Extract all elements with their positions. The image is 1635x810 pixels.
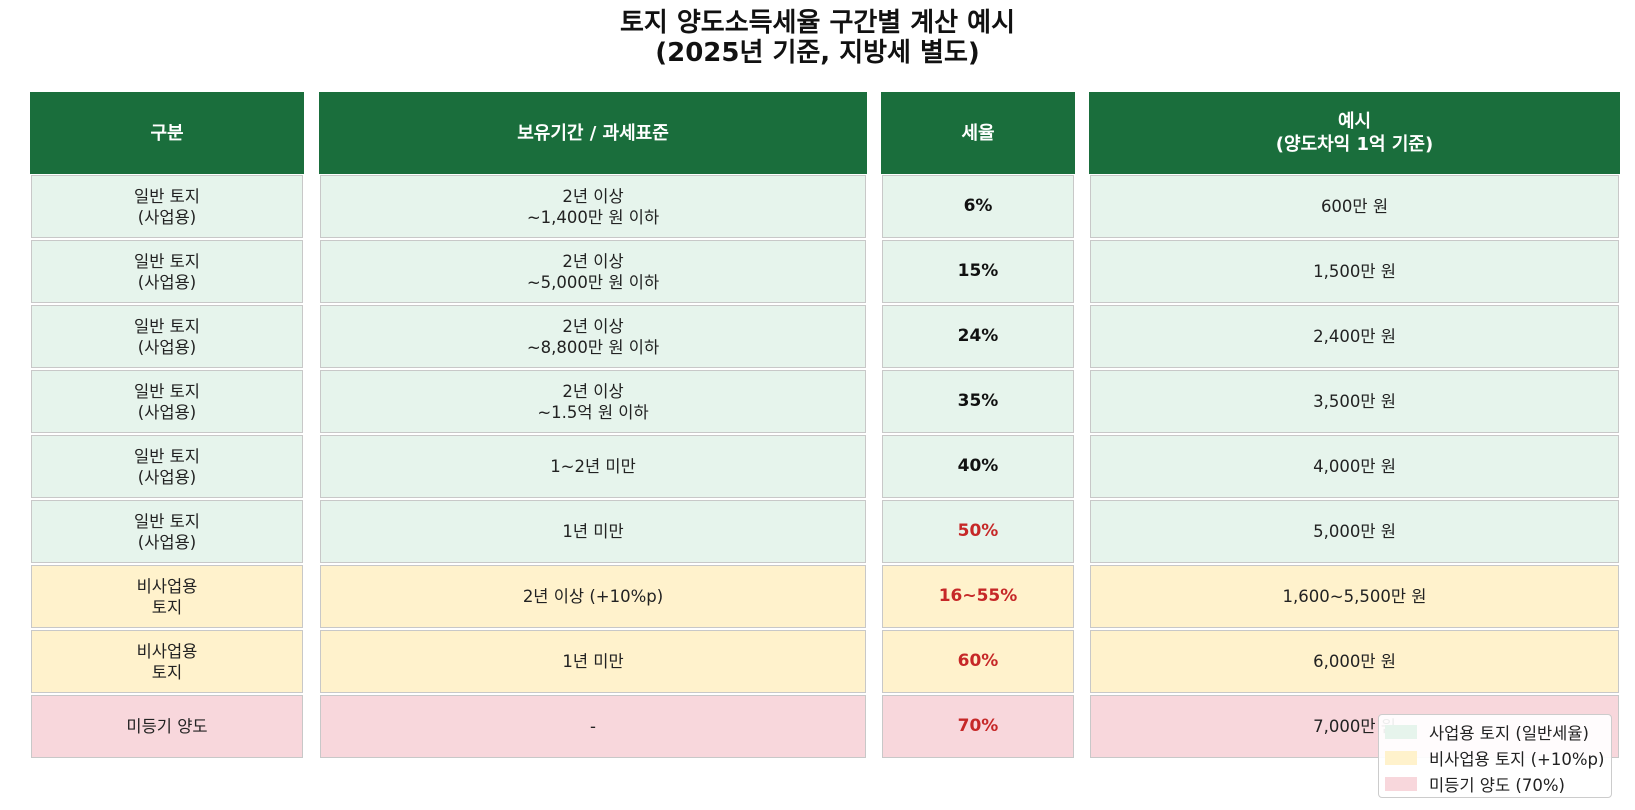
legend-label-business: 사업용 토지 (일반세율): [1429, 724, 1589, 743]
legend-label-nonbusiness: 비사업용 토지 (+10%p): [1429, 750, 1605, 769]
row-3-example-cell: 2,400만 원: [1090, 305, 1619, 368]
row-4-period-cell: 2년 이상 ~1.5억 원 이하: [320, 370, 866, 433]
row-7-example-cell: 1,600~5,500만 원: [1090, 565, 1619, 628]
legend: 사업용 토지 (일반세율) 비사업용 토지 (+10%p) 미등기 양도 (70…: [1378, 714, 1612, 798]
row-2-example-cell: 1,500만 원: [1090, 240, 1619, 303]
legend-swatch-nonbusiness: [1385, 751, 1417, 765]
row-6-category-cell: 일반 토지 (사업용): [31, 500, 303, 563]
row-8-category-cell: 비사업용 토지: [31, 630, 303, 693]
legend-swatch-business: [1385, 725, 1417, 739]
header-example: 예시 (양도차익 1억 기준): [1089, 92, 1620, 174]
legend-item-unregistered: 미등기 양도 (70%): [1385, 771, 1611, 797]
row-8-rate-cell: 60%: [882, 630, 1074, 693]
row-5-example-cell: 4,000만 원: [1090, 435, 1619, 498]
chart-title: 토지 양도소득세율 구간별 계산 예시 (2025년 기준, 지방세 별도): [0, 8, 1635, 68]
row-3-category-cell: 일반 토지 (사업용): [31, 305, 303, 368]
row-1-period-cell: 2년 이상 ~1,400만 원 이하: [320, 175, 866, 238]
row-1-rate-cell: 6%: [882, 175, 1074, 238]
row-3-rate-cell: 24%: [882, 305, 1074, 368]
row-1-example-cell: 600만 원: [1090, 175, 1619, 238]
header-category: 구분: [30, 92, 304, 174]
row-6-example-cell: 5,000만 원: [1090, 500, 1619, 563]
row-2-rate-cell: 15%: [882, 240, 1074, 303]
header-period: 보유기간 / 과세표준: [319, 92, 867, 174]
legend-item-nonbusiness: 비사업용 토지 (+10%p): [1385, 745, 1611, 771]
legend-item-business: 사업용 토지 (일반세율): [1385, 719, 1611, 745]
row-1-category-cell: 일반 토지 (사업용): [31, 175, 303, 238]
chart-title-line-1: 토지 양도소득세율 구간별 계산 예시: [619, 8, 1015, 38]
row-7-rate-cell: 16~55%: [882, 565, 1074, 628]
row-8-example-cell: 6,000만 원: [1090, 630, 1619, 693]
row-2-period-cell: 2년 이상 ~5,000만 원 이하: [320, 240, 866, 303]
chart-title-line-2: (2025년 기준, 지방세 별도): [655, 38, 980, 68]
row-8-period-cell: 1년 미만: [320, 630, 866, 693]
row-6-rate-cell: 50%: [882, 500, 1074, 563]
row-2-category-cell: 일반 토지 (사업용): [31, 240, 303, 303]
row-4-example-cell: 3,500만 원: [1090, 370, 1619, 433]
header-rate: 세율: [881, 92, 1075, 174]
row-9-rate-cell: 70%: [882, 695, 1074, 758]
row-7-category-cell: 비사업용 토지: [31, 565, 303, 628]
row-3-period-cell: 2년 이상 ~8,800만 원 이하: [320, 305, 866, 368]
row-7-period-cell: 2년 이상 (+10%p): [320, 565, 866, 628]
row-4-category-cell: 일반 토지 (사업용): [31, 370, 303, 433]
row-6-period-cell: 1년 미만: [320, 500, 866, 563]
legend-swatch-unregistered: [1385, 777, 1417, 791]
row-5-rate-cell: 40%: [882, 435, 1074, 498]
row-5-category-cell: 일반 토지 (사업용): [31, 435, 303, 498]
row-9-period-cell: -: [320, 695, 866, 758]
legend-label-unregistered: 미등기 양도 (70%): [1429, 776, 1565, 795]
row-4-rate-cell: 35%: [882, 370, 1074, 433]
row-9-category-cell: 미등기 양도: [31, 695, 303, 758]
row-5-period-cell: 1~2년 미만: [320, 435, 866, 498]
